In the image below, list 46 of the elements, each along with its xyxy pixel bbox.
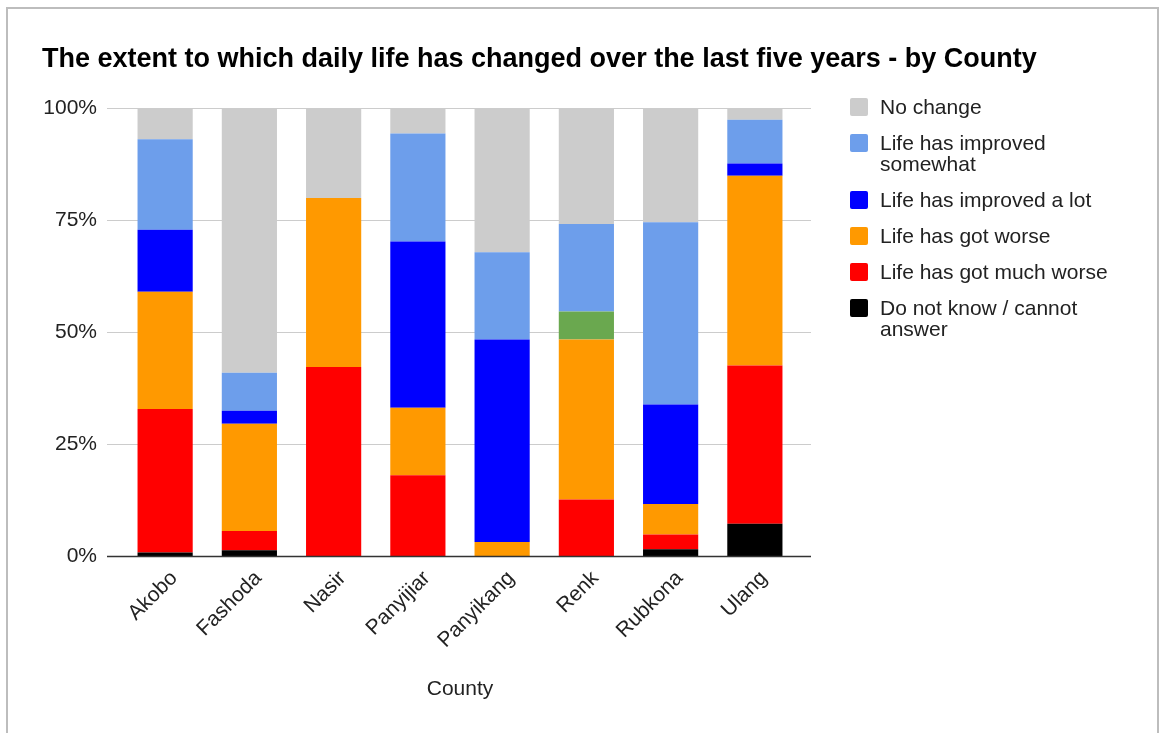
- bar: [643, 549, 699, 556]
- legend-label: No change: [880, 95, 982, 118]
- bar: [727, 365, 783, 524]
- bar: [390, 241, 446, 408]
- bar: [727, 119, 783, 164]
- bar: [643, 222, 699, 405]
- legend-label: Life has improved a lot: [880, 188, 1092, 211]
- bar: [221, 530, 277, 551]
- bar: [558, 224, 614, 312]
- x-axis-title: County: [426, 676, 494, 700]
- bar: [221, 410, 277, 424]
- bar: [643, 404, 699, 505]
- y-tick-label: 100%: [43, 94, 97, 118]
- bar: [558, 499, 614, 556]
- bar: [727, 163, 783, 176]
- bar: [474, 542, 530, 556]
- bar: [306, 366, 362, 556]
- bar: [474, 252, 530, 340]
- bar: [558, 339, 614, 500]
- bar: [727, 175, 783, 366]
- y-tick-label: 50%: [54, 318, 97, 342]
- bar: [221, 550, 277, 556]
- bar: [137, 409, 193, 553]
- chart-title: The extent to which daily life has changed over the last five years - by County: [42, 43, 1037, 73]
- bar: [727, 523, 783, 556]
- bar: [306, 198, 362, 367]
- y-tick-label: 0%: [66, 542, 97, 566]
- legend-label: Life has got much worse: [880, 260, 1108, 283]
- bar: [558, 311, 614, 340]
- y-tick-label: 75%: [54, 206, 97, 230]
- bar: [221, 423, 277, 531]
- legend-label: Life has got worse: [880, 224, 1051, 247]
- bar: [643, 534, 699, 550]
- legend-label: Do not know / cannot answer: [880, 296, 1079, 340]
- bar: [221, 372, 277, 411]
- bar: [137, 229, 193, 292]
- bar: [390, 475, 446, 556]
- bar: [390, 407, 446, 476]
- bar: [643, 504, 699, 535]
- bar: [474, 339, 530, 543]
- legend-label: Life has improved somewhat: [880, 131, 1047, 175]
- y-tick-label: 25%: [54, 430, 97, 454]
- bar: [390, 133, 446, 242]
- bar: [137, 139, 193, 230]
- bar: [137, 291, 193, 410]
- bar: [137, 552, 193, 556]
